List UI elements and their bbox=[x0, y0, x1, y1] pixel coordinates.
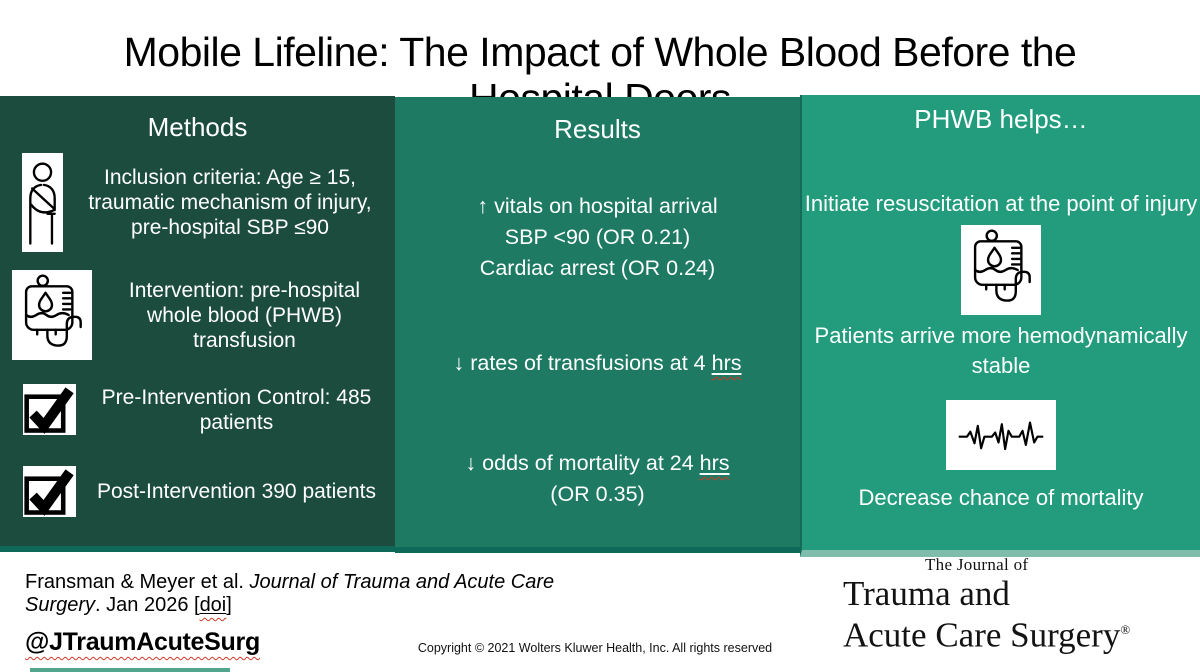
citation-authors: Fransman & Meyer et al. bbox=[25, 571, 250, 593]
ecg-waveform-icon bbox=[946, 400, 1056, 470]
citation-bracket: ] bbox=[226, 594, 232, 616]
result-line-text: ↓ odds of mortality at 24 bbox=[465, 451, 700, 475]
methods-item-text: Post-Intervention 390 patients bbox=[96, 480, 376, 503]
phwb-helps-header: PHWB helps… bbox=[914, 104, 1088, 134]
methods-item-inclusion: Inclusion criteria: Age ≥ 15, traumatic … bbox=[0, 153, 395, 252]
result-vitals: ↑ vitals on hospital arrival SBP <90 (OR… bbox=[395, 191, 800, 284]
result-line: SBP <90 (OR 0.21) bbox=[504, 225, 691, 249]
underlined-unit: hrs bbox=[700, 451, 730, 475]
result-line: ↓ rates of transfusions at 4 bbox=[453, 351, 712, 375]
results-column: Results ↑ vitals on hospital arrival SBP… bbox=[395, 97, 800, 553]
underlined-unit: hrs bbox=[712, 351, 742, 375]
result-line: Cardiac arrest (OR 0.24) bbox=[479, 256, 716, 280]
page-title-line1: Mobile Lifeline: The Impact of Whole Blo… bbox=[123, 29, 1077, 76]
phwb-helps-column: PHWB helps… Initiate resuscitation at th… bbox=[800, 95, 1200, 557]
methods-header: Methods bbox=[147, 112, 248, 142]
result-line: ↓ odds of mortality at 24 hrs bbox=[395, 448, 800, 479]
doi-link-text[interactable]: doi bbox=[199, 594, 227, 616]
spellcheck-squiggle-text: hrs bbox=[711, 351, 742, 375]
results-header: Results bbox=[554, 114, 641, 144]
citation-journal: Journal of Trauma and Acute Care Surgery bbox=[25, 571, 555, 616]
checkbox-icon bbox=[23, 466, 76, 517]
methods-item-text: Pre-Intervention Control: 485 patients bbox=[101, 385, 372, 434]
helps-point-mortality: Decrease chance of mortality bbox=[858, 485, 1144, 510]
journal-logo-line1: The Journal of bbox=[925, 555, 1029, 574]
injured-person-icon bbox=[22, 153, 63, 252]
helps-point-stable: Patients arrive more hemodynamically sta… bbox=[814, 323, 1200, 378]
copyright-notice: Copyright © 2021 Wolters Kluwer Health, … bbox=[417, 641, 773, 655]
doi-link[interactable]: doi bbox=[200, 594, 227, 616]
methods-item-post-intervention: Post-Intervention 390 patients bbox=[0, 466, 395, 517]
twitter-handle[interactable]: @JTraumAcuteSurg bbox=[25, 628, 260, 656]
result-line: ↑ vitals on hospital arrival bbox=[477, 194, 718, 218]
result-mortality: ↓ odds of mortality at 24 hrs (OR 0.35) bbox=[395, 448, 800, 510]
result-line: (OR 0.35) bbox=[550, 482, 645, 506]
journal-logo-line3: Acute Care Surgery® bbox=[843, 611, 1195, 654]
methods-item-text: Intervention: pre-hospital whole blood (… bbox=[128, 278, 361, 352]
bottom-left-accent-strip bbox=[30, 668, 230, 672]
helps-point-resuscitation: Initiate resuscitation at the point of i… bbox=[804, 191, 1198, 216]
citation: Fransman & Meyer et al. Journal of Traum… bbox=[25, 571, 585, 617]
methods-item-text: Inclusion criteria: Age ≥ 15, traumatic … bbox=[88, 166, 372, 239]
registered-trademark-symbol: ® bbox=[1120, 622, 1131, 637]
citation-tail: . Jan 2026 [ bbox=[95, 594, 200, 616]
spellcheck-squiggle-text: hrs bbox=[699, 451, 730, 475]
methods-column: Methods Inclusion criteria: Age ≥ 15, tr… bbox=[0, 96, 395, 552]
result-transfusions: ↓ rates of transfusions at 4 hrs bbox=[395, 348, 800, 379]
methods-item-intervention: Intervention: pre-hospital whole blood (… bbox=[0, 270, 395, 360]
blood-bag-icon bbox=[961, 225, 1041, 315]
checkbox-icon bbox=[23, 384, 76, 435]
journal-logo: The Journal of Trauma and Acute Care Sur… bbox=[843, 555, 1195, 654]
journal-logo-line2: Trauma and bbox=[843, 574, 1010, 613]
methods-item-pre-intervention: Pre-Intervention Control: 485 patients bbox=[0, 384, 395, 435]
journal-logo-line3-text: Acute Care Surgery bbox=[843, 615, 1121, 655]
blood-bag-icon bbox=[12, 270, 92, 360]
